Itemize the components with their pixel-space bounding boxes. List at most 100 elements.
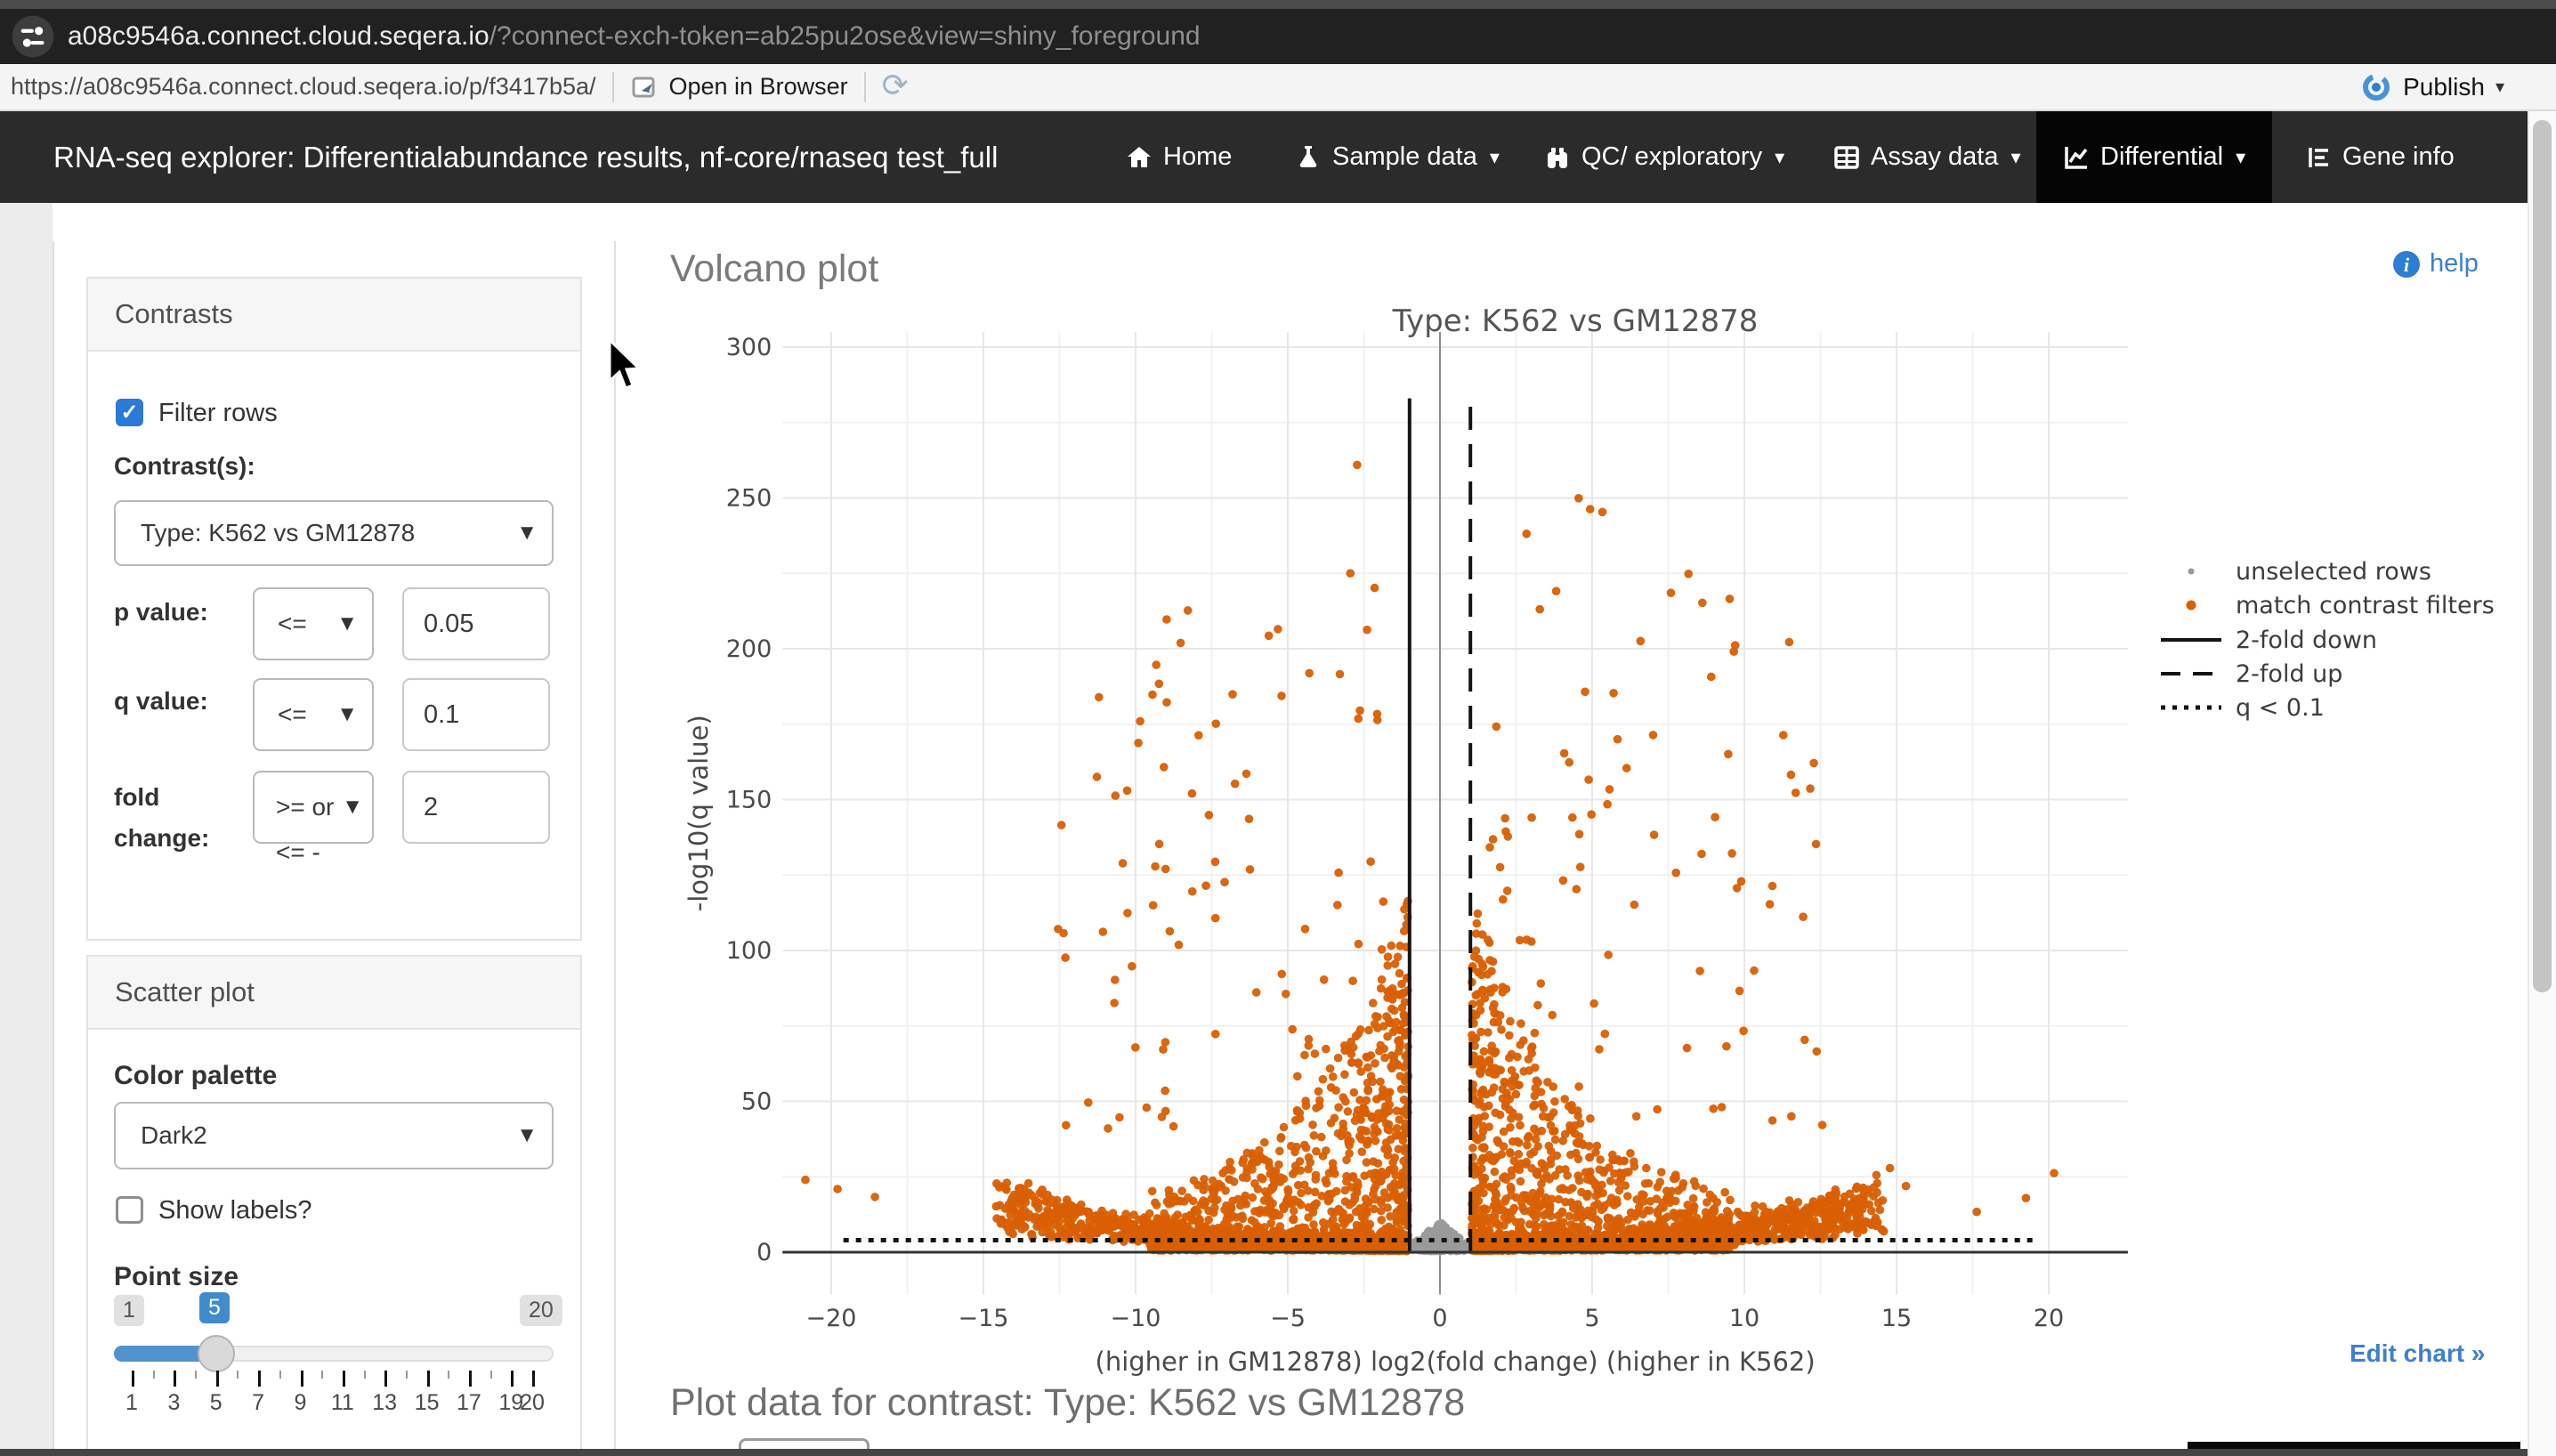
slider-tick [258, 1371, 262, 1387]
home-icon [1128, 146, 1151, 167]
caret-down-icon: ▾ [2236, 145, 2246, 168]
q-value-operator-select[interactable]: <= ▼ [253, 678, 374, 751]
open-in-browser-icon [632, 77, 654, 97]
slider-tick-label: 20 [520, 1390, 545, 1415]
nav-label: Sample data [1332, 142, 1477, 171]
list-icon [2309, 147, 2328, 167]
slider-tick-label: 13 [372, 1390, 398, 1415]
slider-tick [384, 1371, 388, 1387]
p-op-value: <= [278, 610, 307, 637]
slider-tick [300, 1371, 303, 1387]
slider-value-badge: 5 [199, 1292, 230, 1323]
scrollbar-thumb[interactable] [2533, 120, 2552, 992]
help-link[interactable]: i help [2392, 249, 2479, 279]
p-value-label: p value: [114, 598, 208, 626]
slider-tick-label: 3 [167, 1390, 181, 1415]
slider-tick-label: 19 [498, 1390, 524, 1415]
slider-tick [195, 1371, 198, 1379]
slider-tick [132, 1371, 134, 1387]
slider-tick [489, 1371, 492, 1379]
color-palette-value: Dark2 [141, 1121, 207, 1149]
slider-tick [174, 1371, 177, 1387]
nav-item-assay-data[interactable]: Assay data ▾ [1833, 111, 2021, 203]
slider-min-badge: 1 [114, 1295, 144, 1326]
contrasts-panel-title: Contrasts [88, 279, 580, 352]
nav-item-gene-info[interactable]: Gene info [2305, 111, 2455, 203]
p-value-input[interactable] [402, 587, 550, 660]
point-size-slider-handle[interactable] [198, 1335, 235, 1372]
contrast-select-label: Contrast(s): [114, 452, 255, 480]
site-settings-icon[interactable] [11, 14, 55, 59]
slider-tick [215, 1371, 219, 1387]
slider-tick-label: 5 [209, 1390, 222, 1415]
fold-change-operator-select[interactable]: >= or ▼ <= - [253, 771, 374, 866]
nav-item-home[interactable]: Home [1126, 111, 1232, 203]
info-icon: i [2393, 250, 2420, 278]
nav-item-differential[interactable]: Differential ▾ [2036, 111, 2273, 203]
fold-change-input[interactable] [402, 771, 550, 844]
slider-tick [363, 1371, 366, 1379]
slider-tick [405, 1371, 408, 1379]
help-label: help [2430, 249, 2479, 278]
nav-label: QC/ exploratory [1581, 142, 1763, 171]
slider-tick-label: 11 [330, 1390, 354, 1415]
reload-icon[interactable]: ⟳ [881, 66, 909, 103]
table-icon [1834, 145, 1859, 169]
fc-op-line2: <= - [276, 838, 320, 866]
slider-tick [426, 1371, 430, 1387]
window-top-strip [0, 0, 2556, 9]
url-params: /?connect-exch-token=ab25pu2ose&view=shi… [489, 21, 1201, 51]
toolbar-separator-2 [863, 71, 866, 102]
filter-rows-checkbox[interactable]: ✓ [116, 399, 143, 426]
slider-tick [237, 1371, 239, 1379]
binoculars-icon [1548, 147, 1567, 168]
p-value-operator-select[interactable]: <= ▼ [253, 587, 374, 660]
slider-tick-label: 15 [414, 1390, 440, 1415]
caret-down-icon: ▼ [342, 795, 363, 819]
q-value-input[interactable] [402, 678, 550, 751]
viewer-toolbar: https://a08c9546a.connect.cloud.seqera.i… [0, 64, 2556, 111]
scatter-plot-panel-title: Scatter plot [88, 957, 580, 1030]
q-value-label: q value: [114, 687, 208, 715]
slider-tick [152, 1371, 155, 1379]
contrast-select-value: Type: K562 vs GM12878 [141, 519, 416, 546]
caret-down-icon: ▼ [516, 521, 538, 545]
caret-down-icon: ▼ [336, 611, 358, 635]
slider-tick [532, 1371, 535, 1387]
caret-down-icon: ▼ [336, 702, 358, 726]
caret-down-icon: ▾ [1489, 145, 1500, 168]
toolbar-separator [611, 71, 614, 102]
url-host: a08c9546a.connect.cloud.seqera.io [68, 21, 489, 51]
slider-tick-label: 9 [294, 1390, 307, 1415]
nav-item-sample-data[interactable]: Sample data ▾ [1295, 111, 1500, 203]
page-left-gutter [0, 203, 53, 1456]
slider-tick [468, 1371, 472, 1387]
publish-label: Publish [2403, 72, 2485, 101]
app-title: RNA-seq explorer: Differentialabundance … [53, 140, 999, 174]
chart-line-icon [2065, 146, 2088, 169]
address-url[interactable]: a08c9546a.connect.cloud.seqera.io/?conne… [68, 21, 1201, 52]
open-in-browser-button[interactable]: Open in Browser [668, 73, 848, 100]
filter-rows-label: Filter rows [158, 399, 278, 427]
caret-down-icon: ▾ [2010, 145, 2021, 168]
plot-data-heading: Plot data for contrast: Type: K562 vs GM… [670, 1381, 1466, 1424]
publish-caret-icon: ▾ [2495, 77, 2504, 97]
nav-label: Assay data [1871, 142, 1999, 171]
slider-tick [448, 1371, 450, 1379]
bottom-window-strip [0, 1449, 2556, 1456]
app-navbar: RNA-seq explorer: Differentialabundance … [0, 111, 2528, 203]
nav-item-qc-exploratory[interactable]: QC/ exploratory ▾ [1544, 111, 1784, 203]
toolbar-url: https://a08c9546a.connect.cloud.seqera.i… [11, 73, 596, 100]
browser-url-bar: a08c9546a.connect.cloud.seqera.io/?conne… [0, 9, 2556, 64]
point-size-label: Point size [114, 1262, 239, 1291]
q-op-value: <= [278, 700, 307, 728]
slider-tick-label: 17 [456, 1390, 481, 1415]
show-labels-checkbox[interactable] [116, 1196, 143, 1224]
publish-button[interactable]: Publish ▾ [2360, 64, 2504, 109]
edit-chart-link[interactable]: Edit chart » [2350, 1339, 2486, 1367]
color-palette-select[interactable]: Dark2 ▼ [114, 1102, 554, 1169]
contrast-select[interactable]: Type: K562 vs GM12878 ▼ [114, 500, 554, 566]
fold-change-label-1: fold [114, 783, 160, 811]
